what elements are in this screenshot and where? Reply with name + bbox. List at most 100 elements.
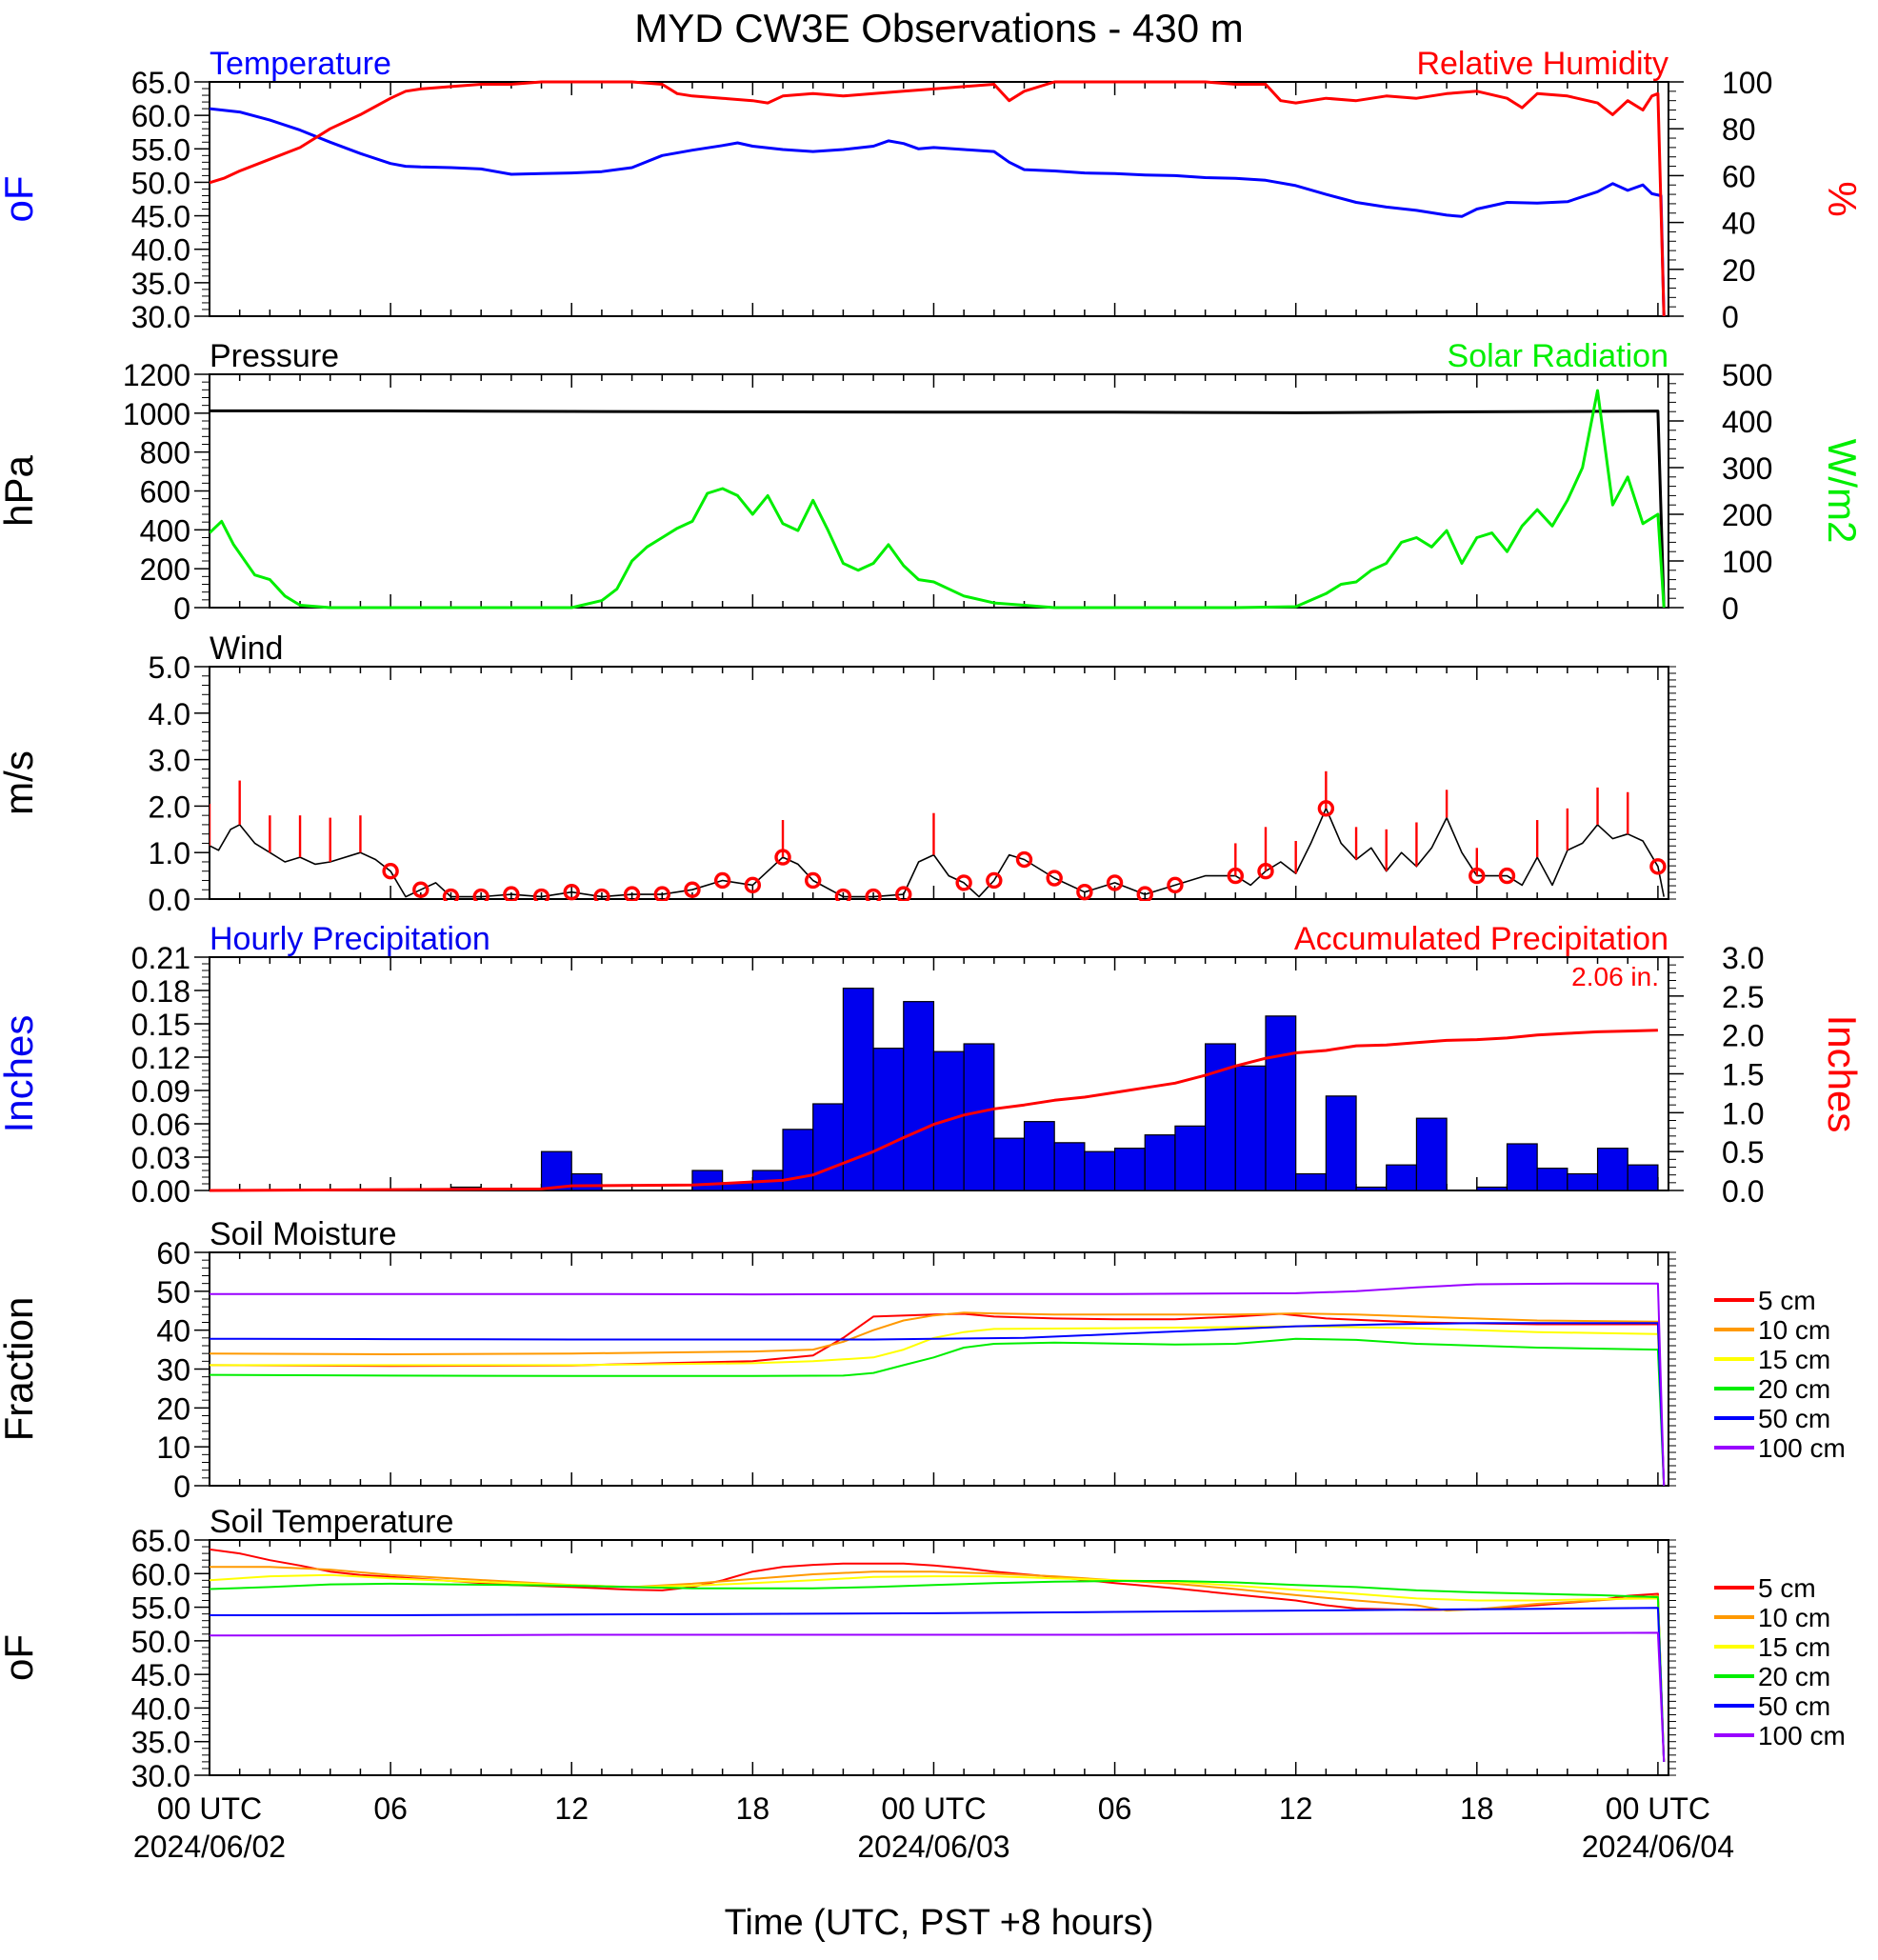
soil-series-line <box>210 1573 1666 1762</box>
soil-series-line <box>210 1337 1666 1487</box>
panel-frame <box>209 666 1669 900</box>
soil-series-line <box>210 1312 1666 1487</box>
panel-temperature-humidity: 65.060.055.050.045.040.035.030.0 100 80 60 4… <box>0 46 1865 334</box>
hourly-precip-bar <box>782 1129 814 1191</box>
y-left-tick-label: 4.0 <box>149 697 190 731</box>
y-right-tick-label: 80 <box>1722 112 1756 147</box>
y-right-tick-label: 200 <box>1722 498 1772 532</box>
series-group <box>210 389 1666 610</box>
calm-wind-marker <box>805 871 822 890</box>
solar-radiation-line <box>210 389 1666 610</box>
soil-series-line <box>210 1325 1666 1487</box>
panel-precipitation: 0.210.180.150.120.090.060.030.00 3.0 2.5 2.… <box>0 921 1865 1209</box>
hourly-precip-bar <box>1084 1150 1116 1191</box>
hourly-precip-bar <box>1476 1186 1508 1191</box>
accumulated-total-annotation: 2.06 in. <box>1571 962 1659 991</box>
calm-wind-marker <box>744 876 762 894</box>
panels-group: 65.060.055.050.045.040.035.030.010080604… <box>0 46 1865 1793</box>
calm-wind-marker <box>895 886 912 901</box>
calm-wind-marker <box>1649 858 1667 875</box>
hourly-precip-bar <box>963 1043 995 1191</box>
hourly-precip-bar <box>1023 1121 1055 1191</box>
calm-wind-marker <box>1257 863 1274 880</box>
panel-frame <box>209 1251 1669 1487</box>
panel-wind: 5.0 4.0 3.0 2.0 1.0 0.0 Wind m/s <box>0 630 1676 917</box>
hourly-precip-bar <box>1144 1134 1176 1191</box>
y-left-axis-label: oF <box>0 1634 41 1681</box>
calm-wind-marker <box>1076 883 1093 901</box>
humidity-line <box>210 80 1666 317</box>
panel-right-title: Relative Humidity <box>1416 46 1668 82</box>
y-right-tick-label: 100 <box>1722 66 1772 100</box>
y-right-tick-label: 40 <box>1722 207 1756 241</box>
calm-wind-marker <box>1106 874 1124 891</box>
calm-wind-marker <box>1167 876 1184 894</box>
calm-wind-marker <box>1227 867 1245 885</box>
calm-wind-marker <box>532 888 550 901</box>
y-left-tick-label: 10 <box>156 1430 190 1465</box>
panel-left-title: Soil Temperature <box>210 1504 453 1540</box>
calm-wind-marker <box>955 874 972 891</box>
hourly-precip-bar <box>1174 1125 1207 1191</box>
y-left-axis-label: oF <box>0 175 41 222</box>
y-right-tick-label: 100 <box>1722 545 1772 579</box>
panel-frame <box>209 1539 1669 1776</box>
x-tick-label: 12 <box>1279 1791 1313 1826</box>
y-left-axis-label: m/s <box>0 750 41 815</box>
hourly-precip-bar <box>1596 1148 1628 1191</box>
y-right-tick-label: 400 <box>1722 405 1772 439</box>
temperature-line <box>210 107 1666 317</box>
y-left-tick-label: 1000 <box>123 397 190 431</box>
y-left-tick-label: 55.0 <box>131 1591 190 1626</box>
x-tick-label: 06 <box>1098 1791 1132 1826</box>
chart-title: MYD CW3E Observations - 430 m <box>634 6 1244 50</box>
y-left-tick-label: 0.15 <box>131 1008 190 1042</box>
legend-label: 5 cm <box>1758 1286 1816 1315</box>
soil-series-line <box>210 1566 1666 1762</box>
calm-wind-marker <box>1498 867 1516 885</box>
legend-label: 20 cm <box>1758 1662 1830 1691</box>
y-left-tick-label: 60.0 <box>131 1557 190 1591</box>
y-left-tick-label: 40 <box>156 1314 190 1349</box>
legend-label: 15 cm <box>1758 1345 1830 1374</box>
y-left-tick-label: 30 <box>156 1353 190 1388</box>
y-right-tick-label: 0.0 <box>1722 1174 1764 1209</box>
y-left-tick-label: 55.0 <box>131 132 190 167</box>
y-left-tick-label: 1200 <box>123 358 190 392</box>
y-left-tick-label: 0.00 <box>131 1174 190 1209</box>
y-left-axis-label: hPa <box>0 454 41 526</box>
y-right-tick-label: 20 <box>1722 253 1756 288</box>
legend-label: 20 cm <box>1758 1374 1830 1404</box>
y-left-tick-label: 5.0 <box>149 650 190 685</box>
y-left-tick-label: 60 <box>156 1236 190 1270</box>
calm-wind-marker <box>774 849 791 866</box>
hourly-precip-bar <box>812 1103 844 1191</box>
hourly-precip-bar <box>1386 1164 1418 1191</box>
y-left-tick-label: 0.21 <box>131 941 190 975</box>
x-tick-label: 00 UTC <box>157 1791 262 1826</box>
x-tick-label: 00 UTC <box>1606 1791 1710 1826</box>
y-left-tick-label: 50 <box>156 1275 190 1310</box>
series-group <box>210 988 1659 1192</box>
y-right-tick-label: 2.5 <box>1722 980 1764 1014</box>
x-tick-label: 06 <box>373 1791 408 1826</box>
x-date-label: 2024/06/02 <box>133 1830 286 1864</box>
calm-wind-marker <box>1046 870 1063 887</box>
panel-frame <box>209 373 1669 609</box>
y-left-tick-label: 65.0 <box>131 1524 190 1558</box>
hourly-precip-bar <box>903 1001 935 1191</box>
calm-wind-marker <box>442 888 460 901</box>
y-right-axis-label: W/m2 <box>1820 439 1865 544</box>
calm-wind-marker <box>684 881 701 898</box>
y-left-tick-label: 45.0 <box>131 1658 190 1692</box>
hourly-precip-bar <box>1205 1043 1236 1191</box>
hourly-precip-bar <box>1506 1143 1538 1191</box>
hourly-precip-bar <box>1234 1065 1267 1191</box>
y-right-tick-label: 300 <box>1722 451 1772 486</box>
x-tick-label: 18 <box>1460 1791 1494 1826</box>
calm-wind-marker <box>412 881 430 898</box>
calm-wind-marker <box>623 886 641 901</box>
y-left-axis-label: Fraction <box>0 1297 41 1442</box>
